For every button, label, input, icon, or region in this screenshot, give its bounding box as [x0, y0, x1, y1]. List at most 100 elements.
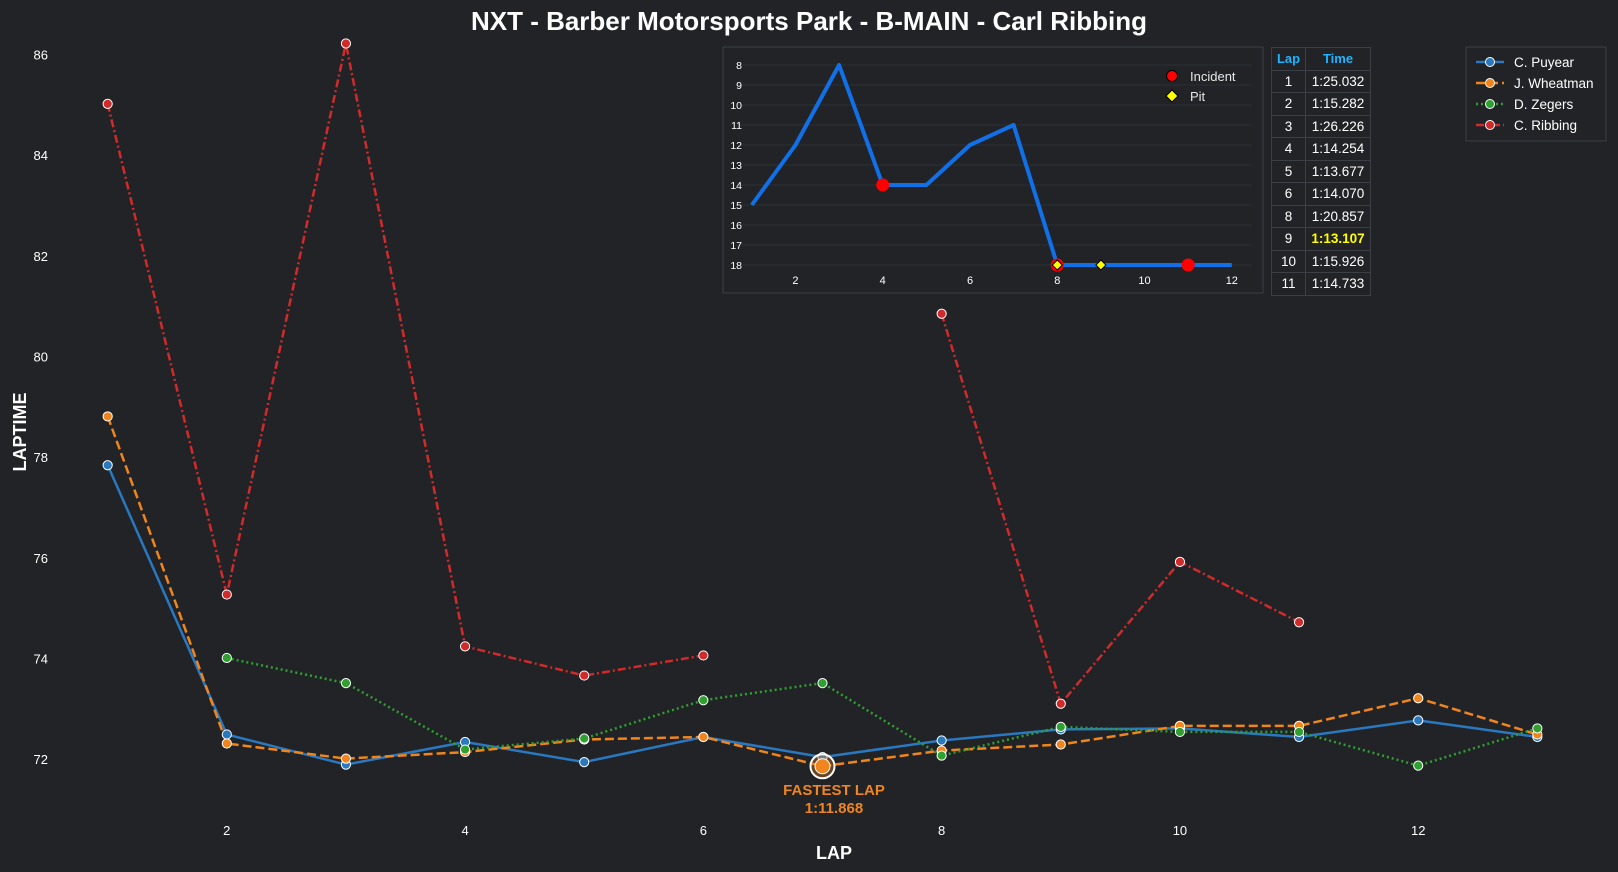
x-tick-label: 8 [938, 823, 945, 838]
fastest-lap-label: FASTEST LAP [783, 782, 885, 799]
table-row: 10 1:15.926 [1271, 249, 1371, 273]
legend-marker [1485, 120, 1495, 130]
legend-marker [1485, 99, 1495, 109]
data-point [340, 678, 352, 689]
inset-y-tick-label: 8 [736, 60, 742, 72]
y-tick-labels: 72 74 76 78 80 82 84 86 [34, 48, 48, 768]
inset-y-tick-label: 18 [730, 260, 742, 272]
inset-y-tick-label: 9 [736, 80, 742, 92]
inset-y-tick-label: 16 [730, 220, 742, 232]
data-point [579, 757, 590, 768]
inset-y-tick-label: 14 [730, 180, 742, 192]
lap-cell: 4 [1271, 137, 1306, 161]
table-row: 1 1:25.032 [1271, 69, 1371, 93]
data-point [102, 98, 113, 110]
lap-cell: 8 [1271, 204, 1306, 228]
inset-x-tick-label: 6 [967, 275, 973, 287]
lap-cell: 11 [1271, 272, 1306, 296]
data-point [459, 641, 471, 652]
table-row: 4 1:14.254 [1271, 137, 1371, 161]
legend-label: D. Zegers [1514, 97, 1574, 112]
data-point [221, 729, 232, 740]
data-point [936, 750, 947, 761]
data-point [1055, 739, 1066, 750]
legend-label: J. Wheatman [1514, 76, 1594, 91]
inset-y-tick-label: 17 [730, 240, 742, 252]
data-point [1293, 726, 1305, 738]
data-point [1532, 723, 1543, 734]
data-point [1055, 698, 1066, 709]
data-point [936, 308, 947, 319]
data-point [1174, 726, 1186, 738]
lap-column-header: Lap [1271, 47, 1306, 71]
y-tick-label: 80 [34, 350, 48, 365]
data-point [221, 652, 232, 664]
inset-y-tick-label: 11 [731, 120, 742, 132]
inset-x-tick-label: 10 [1138, 275, 1150, 287]
time-cell: 1:14.070 [1305, 182, 1371, 206]
series-line [106, 42, 1300, 706]
inset-x-tick-label: 4 [880, 275, 886, 287]
chart-title: NXT - Barber Motorsports Park - B-MAIN -… [471, 6, 1147, 36]
time-cell: 1:20.857 [1305, 204, 1371, 228]
lap-cell: 10 [1271, 249, 1306, 273]
y-tick-label: 76 [34, 551, 48, 566]
legend: C. Puyear J. Wheatman D. Zegers C. Ribbing [1465, 46, 1607, 142]
inset-tick-labels: 8 9 10 11 12 13 14 15 16 17 18 2 4 6 8 10 12 [730, 60, 1238, 287]
inset-gridlines [738, 64, 1252, 266]
data-point [459, 744, 471, 755]
y-tick-label: 72 [34, 752, 48, 767]
time-cell: 1:14.733 [1305, 272, 1371, 296]
x-tick-label: 6 [700, 823, 707, 838]
x-tick-labels: 2 4 6 8 10 12 [223, 823, 1425, 838]
inset-x-tick-label: 12 [1226, 275, 1238, 287]
time-cell: 1:15.926 [1305, 249, 1371, 273]
time-cell: 1:26.226 [1305, 114, 1371, 138]
pit-marker [1095, 259, 1107, 271]
inset-y-tick-label: 13 [730, 160, 742, 172]
y-tick-label: 86 [34, 48, 48, 63]
fastest-time-cell: 1:13.107 [1305, 227, 1371, 251]
y-tick-label: 78 [34, 450, 48, 465]
inset-y-tick-label: 10 [730, 100, 742, 112]
data-point [1174, 556, 1186, 567]
inset-position-line [750, 63, 1232, 272]
table-header-row: Lap Time [1271, 47, 1371, 71]
data-point [817, 678, 828, 689]
data-point [1413, 760, 1424, 771]
table-row: 5 1:13.677 [1271, 159, 1371, 183]
incident-legend-label: Incident [1190, 69, 1236, 84]
series-line [106, 464, 1538, 766]
inset-frame [722, 46, 1264, 294]
series-line [106, 415, 1538, 768]
incident-legend-marker [1166, 70, 1178, 82]
x-tick-label: 2 [223, 823, 230, 838]
pit-marker [1051, 259, 1063, 271]
time-column-header: Time [1305, 47, 1371, 71]
lap-cell: 6 [1271, 182, 1306, 206]
lap-times-table: Lap Time 1 1:25.032 2 1:15.282 3 1:26.226 4… [1271, 47, 1371, 296]
data-point [698, 650, 709, 661]
x-tick-label: 12 [1411, 823, 1425, 838]
incident-marker [1181, 258, 1195, 272]
time-cell: 1:14.254 [1305, 137, 1371, 161]
inset-y-tick-label: 12 [730, 140, 742, 152]
fastest-lap-marker [814, 758, 831, 775]
x-axis-label: LAP [816, 843, 852, 863]
pit-legend-marker [1165, 89, 1179, 103]
time-cell: 1:15.282 [1305, 92, 1371, 116]
fastest-lap-time: 1:11.868 [805, 800, 863, 817]
data-point [102, 460, 113, 471]
lap-cell: 3 [1271, 114, 1306, 138]
series-line [226, 656, 1538, 767]
legend-marker [1485, 57, 1495, 67]
lap-cell: 2 [1271, 92, 1306, 116]
x-tick-label: 10 [1173, 823, 1187, 838]
inset-legend: Incident Pit [1165, 69, 1236, 104]
inset-x-tick-label: 8 [1054, 275, 1060, 287]
data-point [102, 411, 113, 422]
data-point [221, 738, 232, 749]
fastest-lap-annotation: FASTEST LAP 1:11.868 [783, 753, 885, 817]
y-tick-label: 74 [34, 651, 48, 666]
y-axis-label: LAPTIME [10, 393, 30, 472]
